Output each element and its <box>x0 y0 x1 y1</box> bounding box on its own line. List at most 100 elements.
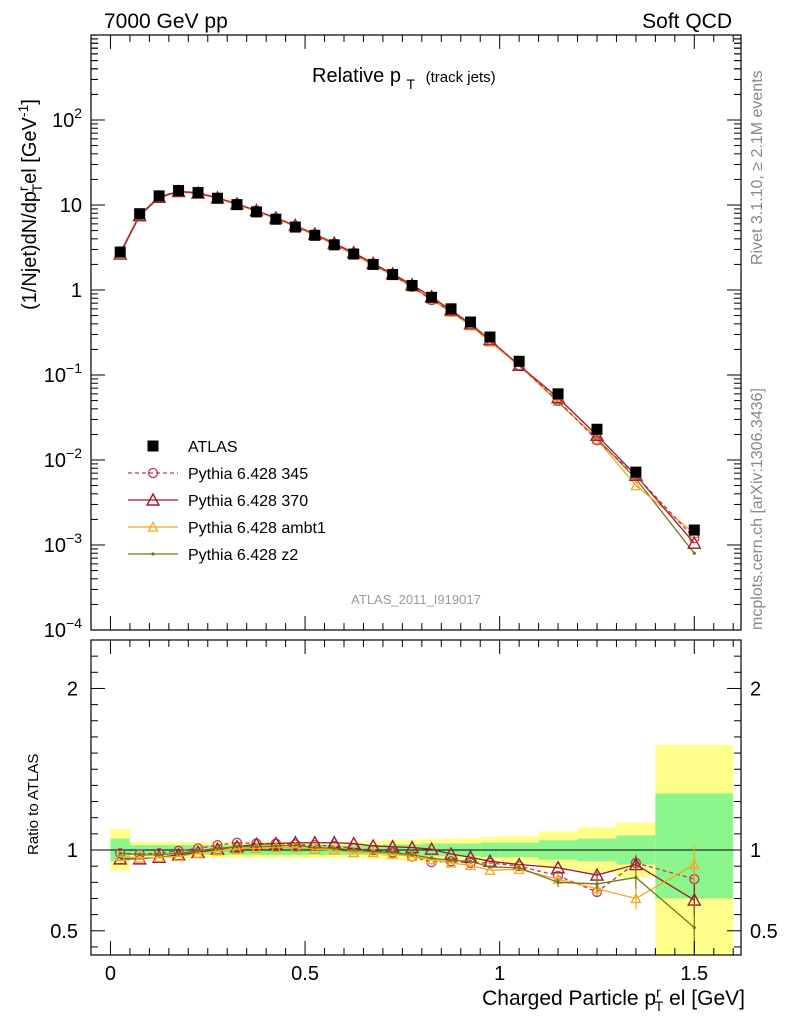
ratio-point-z2 <box>556 880 560 884</box>
ratio-point-ambt1 <box>114 850 126 862</box>
ratio-point-z2 <box>449 858 453 863</box>
ratio-ytick-label-left: 2 <box>67 678 78 700</box>
ratio-ytick-label-right: 0.5 <box>750 921 778 943</box>
ratio-ytick-label-right: 1 <box>750 840 761 862</box>
ratio-point-z2 <box>274 844 278 848</box>
plot-title-main: Relative p <box>312 65 401 87</box>
main-ytick-label: 1 <box>71 280 82 302</box>
ratio-point-ambt1 <box>192 847 204 858</box>
ratio-point-ambt1 <box>688 858 700 870</box>
point-atlas <box>406 279 418 291</box>
point-atlas <box>387 269 399 281</box>
ratio-point-ambt1 <box>211 844 224 856</box>
ratio-point-ambt1 <box>387 848 399 859</box>
ratio-point-z2 <box>410 853 414 857</box>
plot-title: Relative p T (track jets) <box>312 65 496 94</box>
point-atlas <box>426 291 438 303</box>
main-ytick-label: 10−2 <box>44 445 82 472</box>
ratio-point-z2 <box>371 850 375 854</box>
ratio-point-z2 <box>595 882 599 886</box>
ratio-point-z2 <box>196 849 200 853</box>
watermark: ATLAS_2011_I919017 <box>351 592 481 607</box>
main-ytick-label: 10−1 <box>44 360 82 387</box>
plot-title-suffix: (track jets) <box>426 69 496 86</box>
ratio-point-z2 <box>429 856 434 860</box>
ratio-point-z2 <box>488 865 492 869</box>
ratio-ylabel: Ratio to ATLAS <box>25 754 42 855</box>
ratio-point-z2 <box>391 850 395 855</box>
ratio-point-ambt1 <box>231 843 243 854</box>
legend: ATLAS Pythia 6.428 345 Pythia 6.428 370 Pyt… <box>128 439 326 564</box>
ratio-point-z2 <box>634 875 638 880</box>
ratio-point-p370 <box>268 836 284 850</box>
ratio-point-ambt1 <box>464 859 477 870</box>
xtick-label: 1.5 <box>680 963 708 985</box>
ratio-point-ambt1 <box>445 857 457 868</box>
ratio-point-z2 <box>254 845 259 849</box>
ratio-point-p370 <box>249 836 264 851</box>
main-ytick-label: 10−4 <box>44 615 82 642</box>
legend-label-ambt1: Pythia 6.428 ambt1 <box>188 520 326 537</box>
ratio-ytick-label-right: 2 <box>750 678 761 700</box>
ratio-point-z2 <box>235 845 239 849</box>
ratio-point-ambt1 <box>630 892 642 904</box>
point-p370 <box>687 535 702 549</box>
point-atlas <box>630 466 642 478</box>
ratio-point-z2 <box>215 846 220 850</box>
point-atlas <box>464 316 476 328</box>
point-atlas <box>211 192 223 204</box>
point-atlas <box>270 213 282 225</box>
ratio-point-z2 <box>293 843 297 847</box>
plot-title-sub: T <box>407 76 416 92</box>
legend-label-p370: Pythia 6.428 370 <box>188 493 308 510</box>
ratio-point-ambt1 <box>270 841 282 853</box>
point-ambt1 <box>591 433 603 444</box>
point-atlas <box>192 187 204 199</box>
point-atlas <box>309 229 321 241</box>
point-atlas <box>328 239 340 251</box>
ratio-point-ambt1 <box>425 853 438 865</box>
point-atlas <box>484 331 496 343</box>
ratio-point-ambt1 <box>250 842 262 854</box>
main-plot-marks <box>113 184 702 555</box>
main-ytick-label: 10−3 <box>44 530 82 557</box>
ratio-point-z2 <box>157 853 161 857</box>
point-atlas <box>367 258 379 270</box>
series-line-p345 <box>119 190 695 539</box>
point-atlas <box>134 208 146 220</box>
ratio-plot-marks <box>113 835 702 952</box>
legend-label-p345: Pythia 6.428 345 <box>188 466 308 483</box>
point-atlas <box>250 206 262 218</box>
ratio-point-z2 <box>176 851 181 855</box>
legend-label-atlas: ATLAS <box>188 439 238 456</box>
point-z2 <box>692 551 696 555</box>
xtick-label: 0 <box>105 963 116 985</box>
point-ambt1 <box>630 479 642 491</box>
point-atlas <box>153 190 165 202</box>
point-atlas <box>513 355 525 367</box>
xtick-label: 1 <box>494 963 505 985</box>
ratio-point-ambt1 <box>591 882 603 894</box>
point-atlas <box>591 423 603 435</box>
series-line-p370 <box>119 190 695 544</box>
ratio-point-ambt1 <box>406 850 418 862</box>
ratio-frame <box>90 639 742 956</box>
main-ylabel: (1/Njet)dN/dprTel [GeV-1] <box>15 99 45 310</box>
legend-marker-p370 <box>145 492 161 506</box>
point-atlas <box>114 246 126 258</box>
legend-marker-ambt1 <box>147 521 159 532</box>
mcplots-label: mcplots.cern.ch [arXiv:1306.3436] <box>749 388 766 630</box>
legend-marker-atlas <box>147 440 159 452</box>
point-atlas <box>552 388 564 400</box>
ratio-point-z2 <box>118 851 122 855</box>
legend-marker-p345 <box>147 467 159 479</box>
ratio-point-z2 <box>332 846 336 850</box>
axes: 10−4 10−3 10−2 10−1 1 10 102 0 0.5 1 1.5 0.5 0.5 1 1 2 2 <box>44 34 778 985</box>
ratio-point-z2 <box>517 866 521 870</box>
ratio-point-ambt1 <box>134 852 146 863</box>
main-frame <box>90 34 742 631</box>
ratio-point-p370 <box>550 860 566 874</box>
ratio-ytick-label-left: 1 <box>67 840 78 862</box>
ratio-xlabel: Charged Particle pr T el [GeV] <box>482 984 745 1014</box>
